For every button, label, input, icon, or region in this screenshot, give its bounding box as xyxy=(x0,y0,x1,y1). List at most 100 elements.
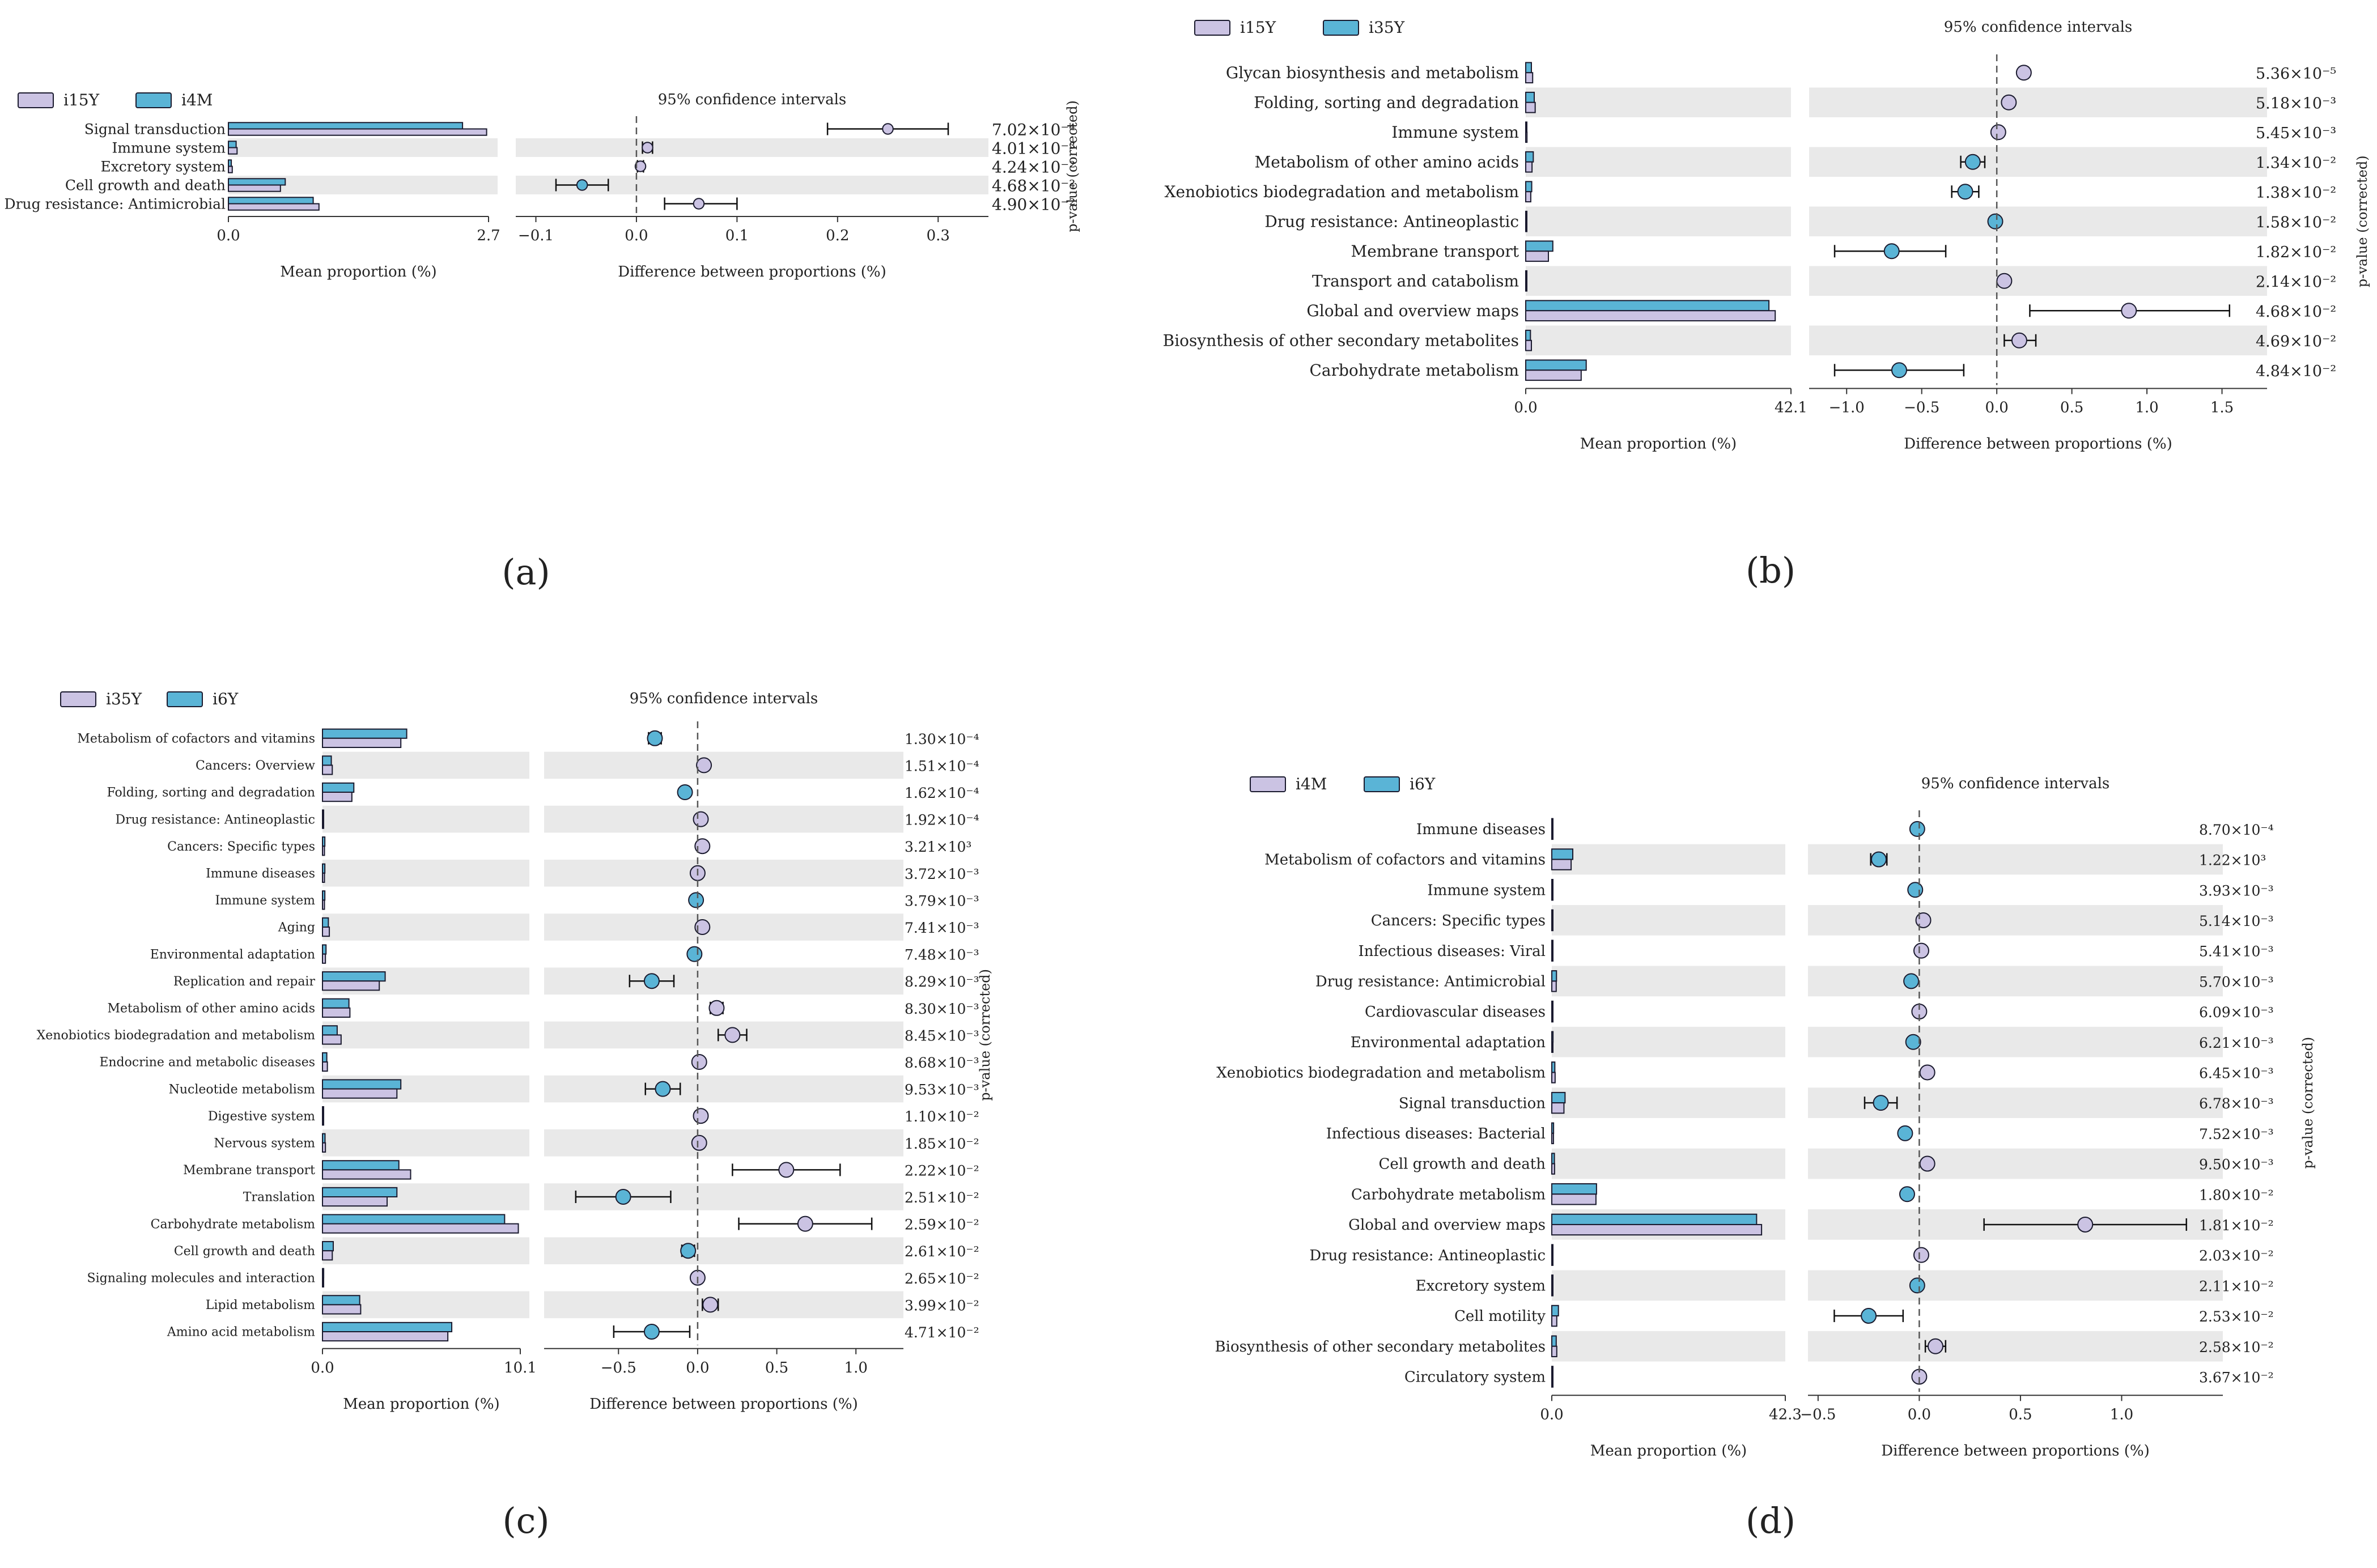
bar-group1 xyxy=(1525,161,1533,173)
bar-group2 xyxy=(228,178,286,186)
diff-marker xyxy=(2001,94,2017,111)
row-band-left xyxy=(1552,966,1785,997)
p-value: 7.48×10⁻³ xyxy=(905,947,979,963)
category-label: Excretory system xyxy=(1416,1277,1546,1294)
bar-group2 xyxy=(322,998,350,1009)
diff-marker xyxy=(1873,1095,1889,1111)
legend-swatch-group1 xyxy=(1194,20,1230,36)
diff-marker xyxy=(1927,1338,1943,1354)
legend-swatch-group2 xyxy=(1364,776,1400,792)
bar-group2 xyxy=(1551,1153,1555,1165)
diff-marker xyxy=(686,946,703,962)
left-tick-label: 0.0 xyxy=(1514,400,1537,417)
row-band-right xyxy=(544,860,903,887)
diff-marker xyxy=(702,1297,719,1313)
category-label: Drug resistance: Antimicrobial xyxy=(1315,973,1546,990)
bar-group2 xyxy=(1551,1366,1553,1378)
category-label: Cancers: Specific types xyxy=(167,840,315,854)
category-label: Folding, sorting and degradation xyxy=(107,786,315,800)
p-value-axis-title: p-value (corrected) xyxy=(2354,155,2370,287)
bar-group2 xyxy=(1551,1091,1566,1104)
category-label: Circulatory system xyxy=(1404,1369,1546,1386)
bar-group1 xyxy=(322,1250,333,1261)
category-label: Metabolism of cofactors and vitamins xyxy=(1264,852,1546,869)
bar-group2 xyxy=(322,863,326,874)
category-label: Global and overview maps xyxy=(1348,1217,1546,1234)
diff-marker xyxy=(2121,303,2137,319)
p-value: 2.65×10⁻² xyxy=(905,1270,979,1287)
p-value: 5.41×10⁻³ xyxy=(2199,944,2274,960)
bar-group1 xyxy=(1551,1315,1557,1327)
row-band-left xyxy=(322,913,529,941)
category-label: Biosynthesis of other secondary metaboli… xyxy=(1215,1338,1546,1355)
p-value: 9.50×10⁻³ xyxy=(2199,1157,2274,1173)
bar-group2 xyxy=(322,1295,360,1306)
row-band-left xyxy=(322,751,529,779)
row-band-left xyxy=(322,1129,529,1157)
bar-group2 xyxy=(1551,1122,1555,1134)
p-value-axis-title: p-value (corrected) xyxy=(2300,1037,2316,1169)
ci-title: 95% confidence intervals xyxy=(658,91,847,108)
legend: i15Y i35Y xyxy=(1194,18,1405,37)
category-label: Membrane transport xyxy=(1351,242,1519,261)
bar-group2 xyxy=(322,782,355,793)
category-label: Infectious diseases: Bacterial xyxy=(1326,1125,1546,1142)
bar-group1 xyxy=(1551,1102,1565,1114)
bar-group2 xyxy=(322,1268,325,1278)
category-label: Transport and catabolism xyxy=(1312,272,1519,291)
row-band-left xyxy=(322,805,529,833)
row-band-left xyxy=(1526,147,1791,177)
p-value: 4.69×10⁻² xyxy=(2256,333,2336,351)
p-value: 8.30×10⁻³ xyxy=(905,1001,979,1017)
legend: i35Y i6Y xyxy=(60,690,239,708)
bar-group1 xyxy=(322,980,380,991)
category-label: Lipid metabolism xyxy=(206,1298,315,1312)
category-label: Aging xyxy=(278,921,315,935)
category-label: Amino acid metabolism xyxy=(167,1325,315,1340)
legend-label-group1: i4M xyxy=(1296,775,1327,793)
bar-group2 xyxy=(1525,210,1527,222)
row-band-left xyxy=(1552,905,1785,936)
p-value: 6.21×10⁻³ xyxy=(2199,1035,2274,1051)
category-label: Metabolism of other amino acids xyxy=(1255,153,1519,172)
bar-group1 xyxy=(1551,1132,1554,1145)
bar-group1 xyxy=(1551,1376,1553,1388)
row-band-left xyxy=(322,1021,529,1049)
bar-group2 xyxy=(322,809,324,820)
bar-group1 xyxy=(1551,1163,1555,1175)
bar-group2 xyxy=(322,1160,400,1171)
bar-group2 xyxy=(322,890,326,901)
category-label: Environmental adaptation xyxy=(150,947,315,962)
p-value: 5.14×10⁻³ xyxy=(2199,913,2274,929)
bar-group1 xyxy=(1551,919,1553,932)
bar-group1 xyxy=(322,845,325,856)
panel-label: (d) xyxy=(1746,1500,1796,1541)
row-band-left xyxy=(1526,325,1791,355)
bar-group1 xyxy=(1551,1011,1553,1023)
right-tick-label: 0.5 xyxy=(2009,1406,2032,1423)
category-label: Cardiovascular diseases xyxy=(1365,1004,1546,1021)
bar-group2 xyxy=(1551,1213,1758,1225)
bar-group1 xyxy=(322,792,353,802)
p-value: 6.09×10⁻³ xyxy=(2199,1004,2274,1021)
ci-title: 95% confidence intervals xyxy=(630,690,818,707)
right-axis-title: Difference between proportions (%) xyxy=(1881,1442,2150,1459)
chart-panel-c: i35Y i6Y 95% confidence intervals Metabolis… xyxy=(37,690,993,1541)
bar-group1 xyxy=(322,899,325,910)
p-value: 4.24×10⁻² xyxy=(992,158,1075,177)
row-band-left xyxy=(228,138,498,157)
bar-group2 xyxy=(1551,818,1553,830)
right-tick-label: 1.0 xyxy=(2135,400,2158,417)
bar-group2 xyxy=(1525,240,1553,252)
row-band-right xyxy=(1808,966,2223,997)
bar-group2 xyxy=(322,755,332,766)
category-label: Signaling molecules and interaction xyxy=(87,1272,315,1286)
diff-marker xyxy=(1957,184,1973,200)
p-value: 8.70×10⁻⁴ xyxy=(2199,822,2274,838)
category-label: Cell growth and death xyxy=(1379,1156,1546,1173)
category-label: Cancers: Specific types xyxy=(1371,912,1546,929)
p-value: 4.68×10⁻² xyxy=(2256,303,2336,321)
bar-group1 xyxy=(322,927,330,937)
category-label: Cell motility xyxy=(1454,1308,1546,1325)
